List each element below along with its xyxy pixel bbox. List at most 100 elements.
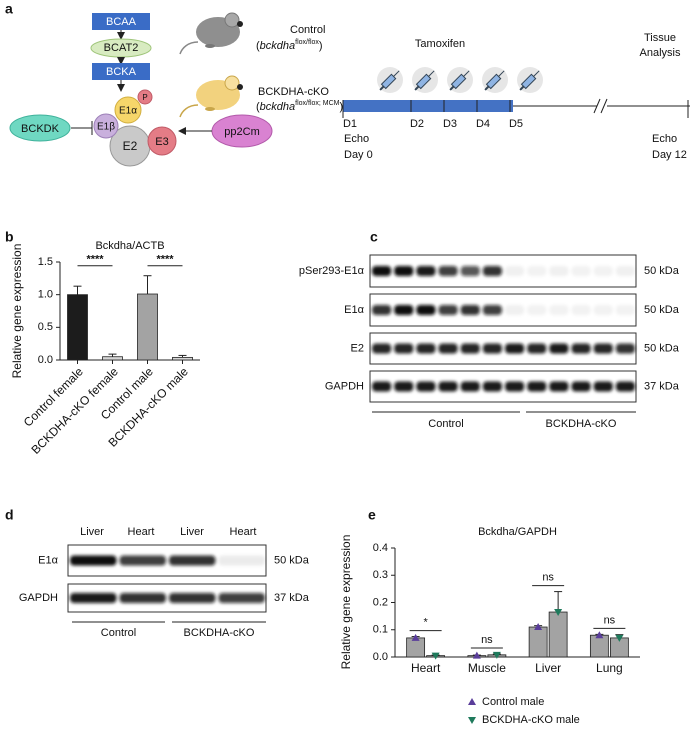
y-tick-label: 0.3 bbox=[373, 569, 388, 581]
row-label: GAPDH bbox=[19, 592, 58, 604]
band bbox=[527, 266, 547, 276]
band bbox=[505, 266, 525, 276]
band bbox=[394, 343, 414, 354]
y-tick-label: 1.5 bbox=[38, 256, 53, 268]
tamoxifen-period bbox=[343, 100, 513, 112]
echo-label: Echo bbox=[344, 133, 369, 145]
band bbox=[482, 381, 502, 392]
y-tick-label: 0.2 bbox=[373, 596, 388, 608]
node-label: E1α bbox=[119, 106, 137, 117]
node-label: pp2Cm bbox=[224, 126, 259, 138]
significance-label: **** bbox=[86, 254, 104, 266]
point-marker bbox=[615, 634, 624, 642]
lane-label: Heart bbox=[128, 526, 155, 538]
axis-break bbox=[593, 98, 601, 114]
band bbox=[438, 381, 458, 392]
legend-label: BCKDHA-cKO male bbox=[482, 714, 580, 726]
band bbox=[549, 305, 569, 315]
significance-label: ns bbox=[542, 572, 554, 584]
y-axis-label: Relative gene expression bbox=[10, 244, 24, 379]
bcka-box bbox=[92, 63, 150, 80]
e1a-subunit bbox=[114, 96, 142, 124]
band bbox=[438, 266, 458, 276]
endpoint-label: Analysis bbox=[640, 47, 681, 59]
chart-title: Bckdha/ACTB bbox=[95, 240, 164, 252]
syringe-icon bbox=[412, 67, 438, 93]
legend-marker bbox=[468, 698, 476, 705]
row-label: E1α bbox=[38, 554, 58, 566]
point-marker bbox=[554, 609, 563, 617]
band bbox=[460, 305, 480, 315]
node-label: BCAT2 bbox=[104, 42, 139, 54]
band bbox=[505, 305, 525, 315]
group-label: BCKDHA-cKO bbox=[546, 418, 617, 430]
x-tick-label: Heart bbox=[411, 661, 441, 675]
bar bbox=[137, 293, 158, 361]
significance-label: **** bbox=[156, 254, 174, 266]
band bbox=[416, 381, 436, 392]
row-label: GAPDH bbox=[325, 380, 364, 392]
significance-label: * bbox=[423, 616, 428, 628]
timeline: Tamoxifen Tissue Analysis Echo Day 0 Ech… bbox=[342, 32, 690, 161]
panel-label: c bbox=[370, 229, 378, 245]
syringe-needle bbox=[428, 70, 435, 77]
pathway-diagram: BCAA BCAT2 BCKA E2 E3 E1β E1α P BCKDK pp… bbox=[9, 12, 344, 167]
mouse-icon bbox=[179, 75, 243, 118]
band bbox=[482, 305, 502, 315]
band bbox=[70, 593, 117, 603]
chart-title: Bckdha/GAPDH bbox=[478, 526, 557, 538]
significance-label: ns bbox=[481, 634, 493, 646]
band bbox=[527, 305, 547, 315]
node-label: E2 bbox=[123, 139, 138, 153]
band bbox=[394, 381, 414, 392]
syringe-plunger bbox=[414, 85, 420, 91]
band bbox=[372, 343, 392, 354]
treatment-label: Tamoxifen bbox=[415, 38, 465, 50]
band bbox=[549, 266, 569, 276]
syringe-icon bbox=[517, 67, 543, 93]
group-label: Control bbox=[428, 418, 463, 430]
genotype: (bckdhaflox/flox) bbox=[256, 39, 323, 52]
size-label: 50 kDa bbox=[644, 304, 680, 316]
band bbox=[615, 381, 635, 392]
size-label: 50 kDa bbox=[274, 554, 310, 566]
lane-label: Liver bbox=[80, 526, 104, 538]
band bbox=[527, 343, 547, 354]
syringe-plunger bbox=[519, 85, 525, 91]
band bbox=[416, 305, 436, 315]
group-name: BCKDHA-cKO bbox=[258, 86, 329, 98]
text: ) bbox=[319, 40, 323, 52]
y-tick-label: 0.0 bbox=[38, 354, 53, 366]
band bbox=[482, 343, 502, 354]
band bbox=[571, 381, 591, 392]
syringe-plunger bbox=[484, 85, 490, 91]
y-tick-label: 1.0 bbox=[38, 289, 53, 301]
band bbox=[482, 266, 502, 276]
x-tick-label: Liver bbox=[535, 661, 561, 675]
band bbox=[571, 305, 591, 315]
node-label: P bbox=[142, 93, 147, 102]
syringe-icon bbox=[447, 67, 473, 93]
band bbox=[394, 266, 414, 276]
bckdk-node bbox=[9, 114, 71, 142]
text: ( bbox=[256, 40, 260, 52]
day-label: D1 bbox=[343, 118, 357, 130]
syringe-body bbox=[520, 73, 537, 90]
text: ) bbox=[340, 101, 344, 113]
bar bbox=[172, 356, 193, 361]
node-label: E3 bbox=[155, 136, 168, 148]
y-tick-label: 0.1 bbox=[373, 624, 388, 636]
panel-label: e bbox=[368, 507, 376, 523]
bar bbox=[589, 634, 609, 658]
legend-marker bbox=[468, 717, 476, 724]
bar bbox=[528, 626, 548, 658]
band bbox=[438, 343, 458, 354]
band bbox=[460, 381, 480, 392]
band bbox=[119, 555, 166, 566]
band bbox=[549, 381, 569, 392]
blot-frame bbox=[369, 332, 637, 365]
band bbox=[615, 266, 635, 276]
syringe-body bbox=[380, 73, 397, 90]
point-marker bbox=[492, 651, 501, 659]
